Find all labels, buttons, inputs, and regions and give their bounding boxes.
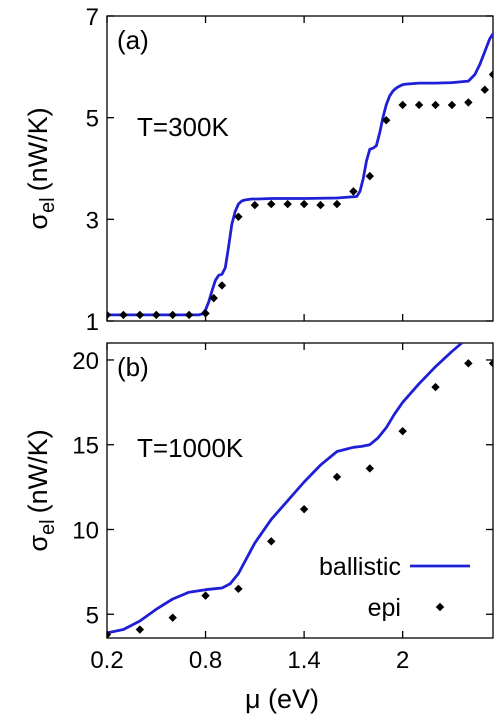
y-axis-subscript: el: [37, 197, 59, 213]
data-point-epi: [217, 281, 227, 290]
plot-frame: [106, 15, 494, 322]
x-tick-label: 0.2: [90, 647, 123, 674]
data-point-epi: [267, 537, 276, 546]
data-point-epi: [107, 310, 112, 320]
data-point-epi: [152, 310, 161, 320]
y-axis-symbol: σ: [23, 213, 53, 230]
y-tick-label: 5: [86, 602, 99, 629]
data-point-epi: [135, 625, 145, 634]
y-tick-label: 1: [86, 309, 99, 336]
data-point-epi: [234, 584, 243, 594]
data-point-epi: [332, 199, 342, 209]
data-point-epi: [201, 591, 210, 600]
legend: ballistic epi: [319, 553, 470, 622]
data-point-epi: [382, 116, 391, 125]
y-tick-label: 10: [72, 517, 99, 544]
x-tick-label: 2: [396, 647, 409, 674]
data-point-epi: [488, 359, 493, 368]
panel-label: (b): [117, 352, 149, 382]
y-axis-label: σel (nW/K): [23, 107, 59, 229]
data-point-epi: [332, 472, 342, 482]
x-tick-label: 1.4: [287, 647, 320, 674]
data-point-epi: [299, 199, 309, 209]
data-point-epi: [283, 199, 292, 209]
data-point-epi: [464, 359, 473, 368]
data-point-epi: [365, 464, 375, 473]
data-point-epi: [447, 100, 457, 110]
y-axis-symbol: σ: [23, 535, 53, 552]
y-tick-label: 3: [86, 207, 99, 234]
data-point-epi: [414, 100, 424, 110]
data-point-epi: [464, 98, 473, 107]
data-point-epi: [299, 504, 309, 514]
data-point-epi: [250, 200, 260, 210]
data-point-epi: [234, 212, 243, 221]
y-axis-unit: (nW/K): [23, 107, 53, 191]
data-point-epi: [349, 187, 358, 196]
data-point-epi: [201, 309, 210, 318]
plot-area: [107, 343, 493, 638]
plot-area: [107, 33, 493, 320]
y-tick-label: 7: [86, 4, 99, 31]
data-point-epi: [365, 171, 375, 181]
data-point-epi: [267, 199, 276, 209]
data-point-epi: [431, 382, 440, 392]
data-point-epi: [168, 613, 177, 622]
data-point-epi: [209, 293, 218, 303]
panel-a: 1 3 5 7 σel (nW/K) (a) T=300K: [23, 4, 494, 336]
legend-swatch-point: [435, 602, 445, 612]
panel-label: (a): [117, 25, 149, 55]
data-point-epi: [480, 85, 489, 94]
x-tick-label: 0.8: [189, 647, 222, 674]
series-line-ballistic: [107, 343, 463, 635]
temperature-annotation: T=1000K: [137, 433, 244, 463]
data-point-epi: [488, 70, 493, 79]
legend-label-epi: epi: [368, 594, 401, 622]
data-point-epi: [119, 310, 128, 320]
data-point-epi: [398, 426, 407, 436]
y-axis-unit: (nW/K): [23, 429, 53, 513]
data-point-epi: [184, 310, 194, 320]
y-axis-subscript: el: [37, 519, 59, 535]
plot-frame: [106, 342, 494, 639]
x-axis-label: μ (eV): [245, 684, 319, 714]
temperature-annotation: T=300K: [137, 112, 229, 142]
y-tick-label: 15: [72, 433, 99, 460]
legend-label-ballistic: ballistic: [319, 553, 401, 581]
data-point-epi: [398, 100, 407, 110]
data-point-epi: [316, 200, 325, 210]
y-tick-label: 5: [86, 106, 99, 133]
data-point-epi: [431, 100, 440, 110]
data-point-epi: [135, 310, 145, 320]
data-point-epi: [168, 310, 177, 320]
panel-b: 5 10 15 20 0.2 0.8 1.4 2 σel (nW/K) (b) T=1000K ball…: [23, 342, 494, 714]
y-axis-label: σel (nW/K): [23, 429, 59, 551]
series-line-ballistic: [107, 33, 493, 317]
data-point-epi: [107, 630, 112, 638]
y-tick-label: 20: [72, 348, 99, 375]
